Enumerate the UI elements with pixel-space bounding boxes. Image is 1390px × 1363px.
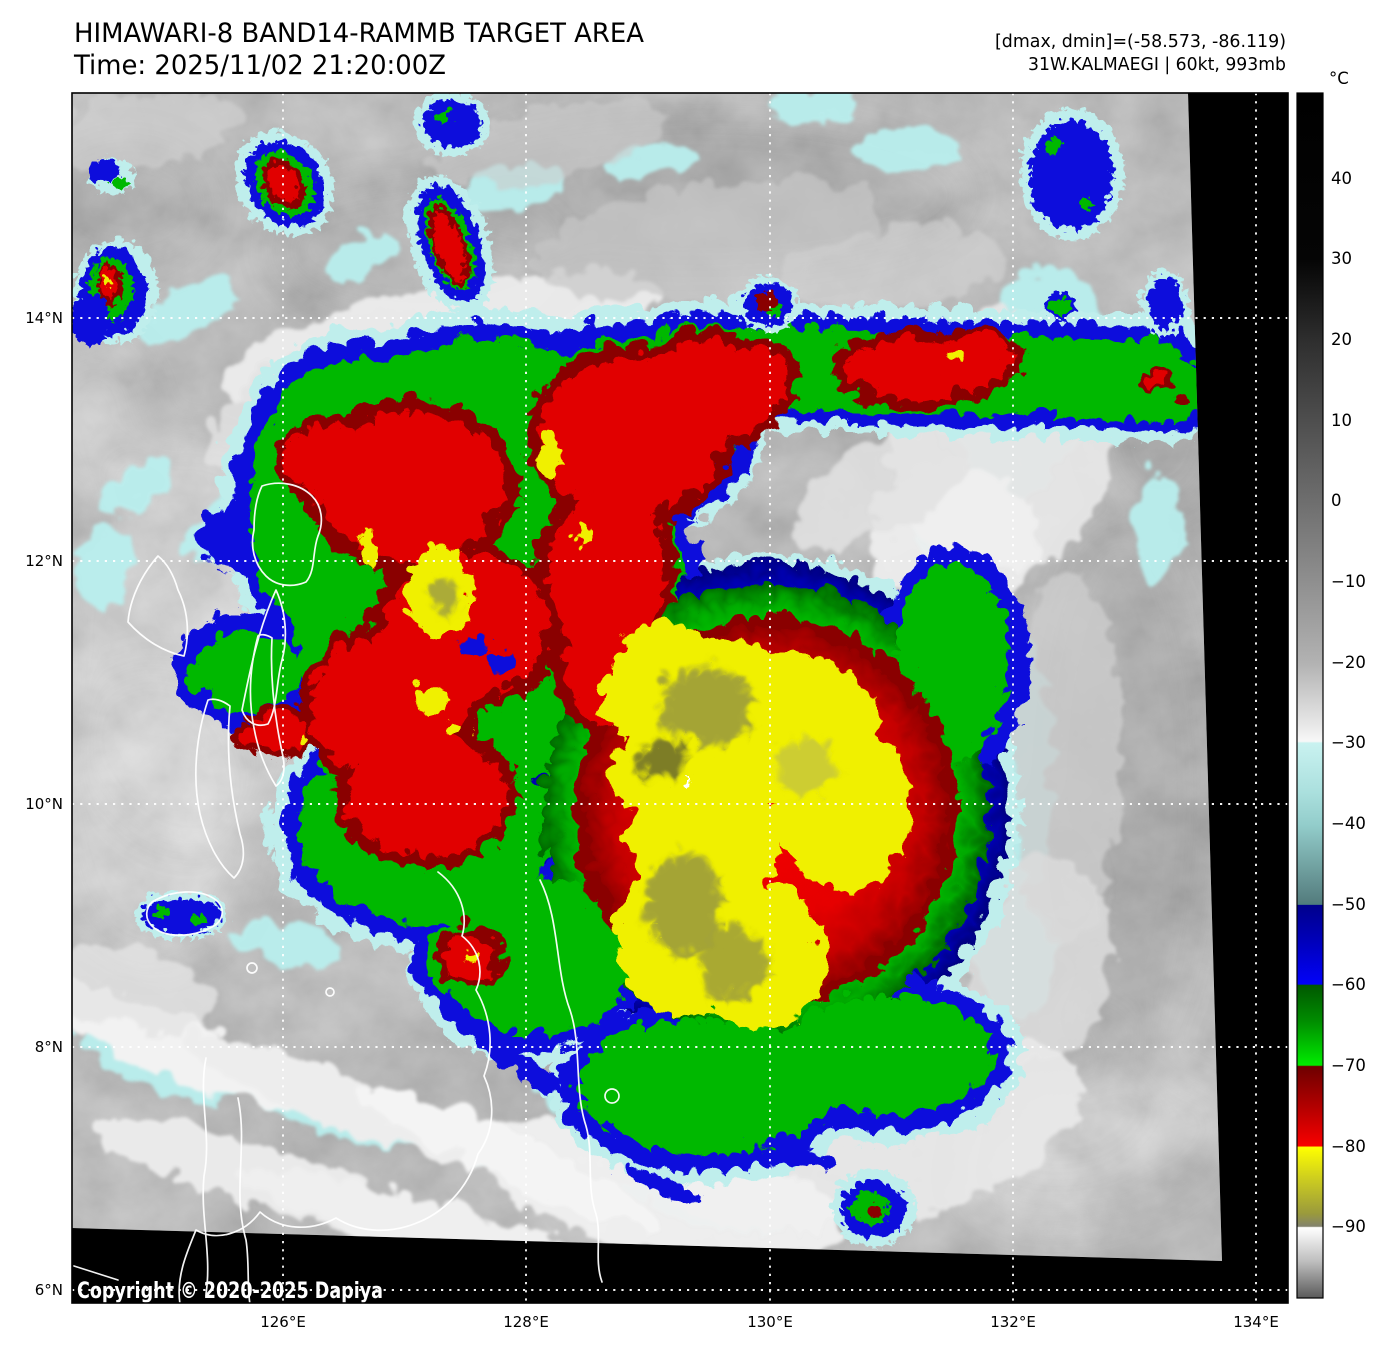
colorbar-tick-label: 30 bbox=[1331, 249, 1352, 268]
colorbar-tick-label: −90 bbox=[1331, 1217, 1366, 1236]
coastline-negros bbox=[194, 698, 245, 879]
cell-10 bbox=[84, 154, 132, 190]
coastline-siquijor-island bbox=[246, 962, 258, 974]
colorbar-tick-label: −70 bbox=[1331, 1056, 1366, 1075]
lon-tick-label: 128°E bbox=[503, 1313, 549, 1331]
cell-2 bbox=[402, 170, 492, 310]
lat-tick-label: 14°N bbox=[25, 309, 63, 327]
convective-cells-layer bbox=[72, 93, 1186, 1243]
coastline-strait-1 bbox=[202, 1057, 209, 1295]
map-plot-area: Copyright © 2020-2025 Dapiya bbox=[72, 93, 1288, 1304]
lat-tick-label: 8°N bbox=[35, 1038, 63, 1056]
colorbar-tick-label: −80 bbox=[1331, 1137, 1366, 1156]
coastline-camiguin-island bbox=[604, 1088, 620, 1104]
timestamp-label: Time: 2025/11/02 21:20:00Z bbox=[73, 50, 446, 81]
colorbar-unit-label: °C bbox=[1329, 69, 1349, 88]
colorbar-tick-label: −50 bbox=[1331, 895, 1366, 914]
storm-dmin-pixel bbox=[677, 773, 683, 779]
coastline-bohol bbox=[145, 891, 224, 937]
coastline-mindanao bbox=[178, 871, 493, 1303]
lat-tick-label: 10°N bbox=[25, 795, 63, 813]
colorbar-tick-label: 0 bbox=[1331, 491, 1342, 510]
colorbar-tick-label: −20 bbox=[1331, 653, 1366, 672]
coastline-panay bbox=[127, 555, 189, 657]
storm-info-label: 31W.KALMAEGI | 60kt, 993mb bbox=[1028, 55, 1286, 75]
lat-tick-label: 6°N bbox=[35, 1281, 63, 1299]
lat-tick-label: 12°N bbox=[25, 552, 63, 570]
cell-1 bbox=[231, 127, 331, 233]
coastline-strait-2 bbox=[237, 1097, 251, 1303]
dmax-dmin-label: [dmax, dmin]=(-58.573, -86.119) bbox=[995, 32, 1286, 52]
colorbar-tick-label: −60 bbox=[1331, 975, 1366, 994]
coastline-small-island bbox=[325, 987, 335, 997]
colorbar-tick-label: −30 bbox=[1331, 733, 1366, 752]
storm-cold-cloud-layer bbox=[168, 293, 1217, 1196]
colorbar-gradient bbox=[1296, 92, 1324, 1299]
coastline-layer bbox=[73, 482, 620, 1303]
lon-axis-labels: 126°E 128°E 130°E 132°E 134°E bbox=[260, 1313, 1279, 1331]
coastline-corner-line bbox=[73, 1265, 119, 1281]
lon-tick-label: 134°E bbox=[1233, 1313, 1279, 1331]
lon-tick-label: 132°E bbox=[990, 1313, 1036, 1331]
page-title: HIMAWARI-8 BAND14-RAMMB TARGET AREA bbox=[74, 18, 644, 49]
cell-3 bbox=[410, 93, 486, 152]
cell-9 bbox=[1138, 268, 1186, 332]
cell-11 bbox=[828, 1167, 912, 1243]
colorbar-tick-label: −10 bbox=[1331, 572, 1366, 591]
colorbar-tick-label: −40 bbox=[1331, 814, 1366, 833]
satellite-data-footprint bbox=[72, 93, 1222, 1261]
cell-5 bbox=[72, 290, 106, 342]
coastline-mindanao-east bbox=[539, 879, 603, 1283]
storm-olive-patches bbox=[426, 572, 832, 996]
cell-7 bbox=[1016, 104, 1120, 236]
colorbar: 40 30 20 10 0 −10 −20 −30 −40 −50 −60 −7… bbox=[1296, 92, 1366, 1299]
colorbar-tick-labels: 40 30 20 10 0 −10 −20 −30 −40 −50 −60 −7… bbox=[1331, 169, 1366, 1236]
cell-12 bbox=[130, 888, 226, 936]
lon-tick-label: 130°E bbox=[747, 1313, 793, 1331]
colorbar-tick-label: 20 bbox=[1331, 330, 1352, 349]
copyright-label: Copyright © 2020-2025 Dapiya bbox=[77, 1279, 383, 1304]
lat-axis-labels: 14°N 12°N 10°N 8°N 6°N bbox=[25, 309, 63, 1299]
coastline-samar bbox=[251, 482, 323, 587]
lon-tick-label: 126°E bbox=[260, 1313, 306, 1331]
cell-8 bbox=[1041, 289, 1073, 317]
gridline-layer bbox=[72, 93, 1288, 1303]
cell-6 bbox=[735, 272, 795, 328]
colorbar-tick-label: 10 bbox=[1331, 411, 1352, 430]
coastline-cebu bbox=[249, 633, 285, 787]
plot-border bbox=[71, 92, 1289, 1304]
colorbar-tick-label: 40 bbox=[1331, 169, 1352, 188]
